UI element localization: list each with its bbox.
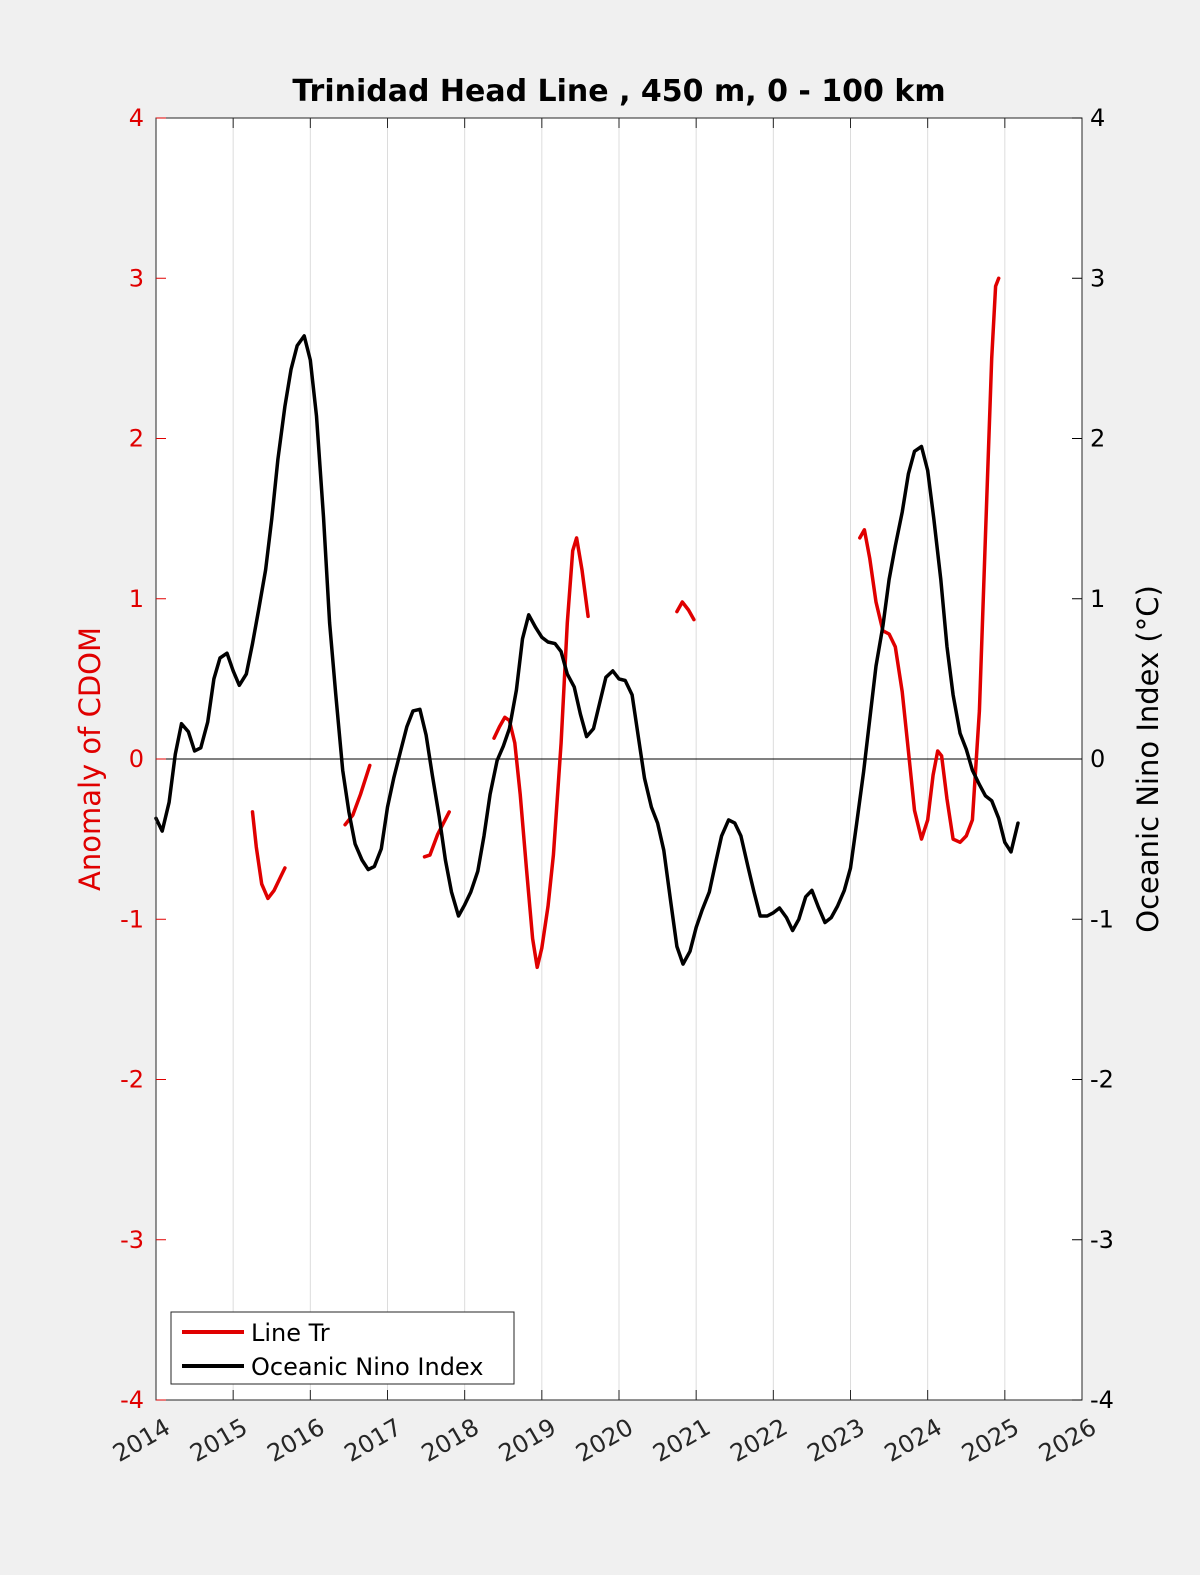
y-right-tick-label: 1 bbox=[1090, 585, 1105, 613]
y-right-tick-label: -3 bbox=[1090, 1226, 1114, 1254]
y-left-tick-label: -4 bbox=[120, 1386, 144, 1414]
y-left-tick-label: 0 bbox=[129, 745, 144, 773]
y-left-tick-label: -2 bbox=[120, 1066, 144, 1094]
y-axis-left-label: Anomaly of CDOM bbox=[73, 627, 107, 891]
legend-label-oni: Oceanic Nino Index bbox=[251, 1353, 483, 1381]
series-oceanic-nino-index bbox=[154, 334, 1020, 966]
y-left-tick-label: 3 bbox=[129, 264, 144, 292]
legend-label-line-tr: Line Tr bbox=[251, 1319, 330, 1347]
series-line-tr-segment bbox=[250, 810, 287, 901]
y-right-tick-label: -2 bbox=[1090, 1066, 1114, 1094]
y-left-tick-label: -1 bbox=[120, 905, 144, 933]
y-axis-right-label: Oceanic Nino Index (°C) bbox=[1131, 585, 1165, 933]
chart-title: Trinidad Head Line , 450 m, 0 - 100 km bbox=[292, 74, 945, 109]
y-left-tick-label: 4 bbox=[129, 104, 144, 132]
y-right-tick-label: -4 bbox=[1090, 1386, 1114, 1414]
y-left-tick-label: 2 bbox=[129, 425, 144, 453]
y-right-tick-label: 0 bbox=[1090, 745, 1105, 773]
series-line-tr-segment bbox=[422, 810, 451, 859]
series-line-tr-segment bbox=[675, 600, 696, 622]
y-right-tick-label: 4 bbox=[1090, 104, 1105, 132]
y-right-tick-label: 2 bbox=[1090, 425, 1105, 453]
y-left-tick-label: -3 bbox=[120, 1226, 144, 1254]
legend-box bbox=[170, 1311, 515, 1385]
y-right-tick-label: -1 bbox=[1090, 905, 1114, 933]
series-line-tr-segment bbox=[492, 536, 590, 970]
y-right-tick-label: 3 bbox=[1090, 264, 1105, 292]
series-layer bbox=[154, 276, 1020, 970]
legend: Line Tr Oceanic Nino Index bbox=[170, 1311, 515, 1385]
y-left-tick-label: 1 bbox=[129, 585, 144, 613]
